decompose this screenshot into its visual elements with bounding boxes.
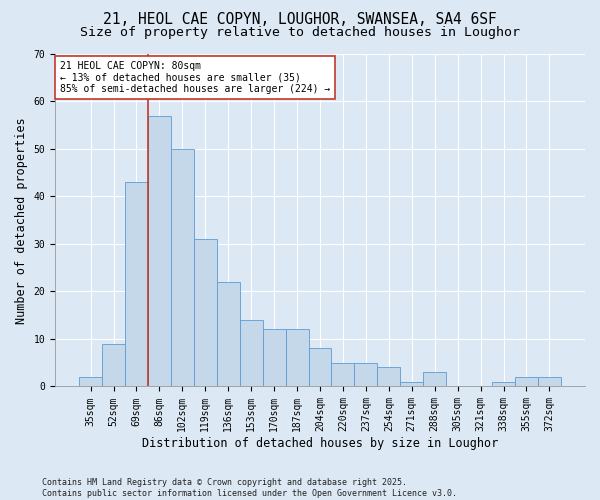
Bar bbox=[331, 362, 355, 386]
Bar bbox=[538, 377, 561, 386]
Bar bbox=[217, 282, 240, 387]
Bar bbox=[125, 182, 148, 386]
Bar bbox=[171, 149, 194, 386]
Bar bbox=[308, 348, 331, 387]
Bar bbox=[240, 320, 263, 386]
Bar bbox=[79, 377, 102, 386]
Bar bbox=[263, 330, 286, 386]
Bar bbox=[355, 362, 377, 386]
Bar bbox=[102, 344, 125, 386]
Bar bbox=[492, 382, 515, 386]
Y-axis label: Number of detached properties: Number of detached properties bbox=[15, 117, 28, 324]
Text: Contains HM Land Registry data © Crown copyright and database right 2025.
Contai: Contains HM Land Registry data © Crown c… bbox=[42, 478, 457, 498]
Bar bbox=[423, 372, 446, 386]
Bar bbox=[286, 330, 308, 386]
Text: 21, HEOL CAE COPYN, LOUGHOR, SWANSEA, SA4 6SF: 21, HEOL CAE COPYN, LOUGHOR, SWANSEA, SA… bbox=[103, 12, 497, 28]
Text: 21 HEOL CAE COPYN: 80sqm
← 13% of detached houses are smaller (35)
85% of semi-d: 21 HEOL CAE COPYN: 80sqm ← 13% of detach… bbox=[61, 60, 331, 94]
Bar bbox=[148, 116, 171, 386]
X-axis label: Distribution of detached houses by size in Loughor: Distribution of detached houses by size … bbox=[142, 437, 498, 450]
Bar bbox=[377, 368, 400, 386]
Text: Size of property relative to detached houses in Loughor: Size of property relative to detached ho… bbox=[80, 26, 520, 39]
Bar bbox=[400, 382, 423, 386]
Bar bbox=[515, 377, 538, 386]
Bar bbox=[194, 239, 217, 386]
